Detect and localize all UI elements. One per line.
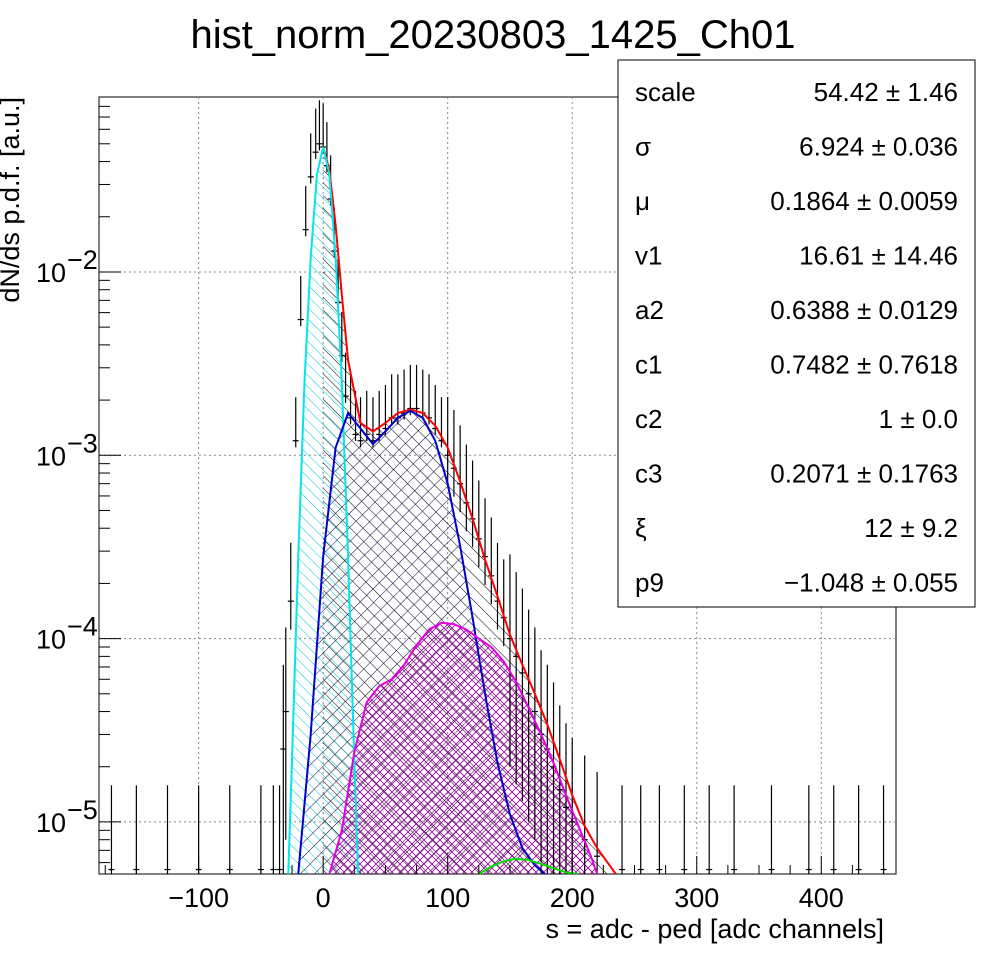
stats-row-value: −1.048 ± 0.055	[784, 568, 958, 598]
data-point	[637, 785, 644, 874]
data-point	[312, 108, 319, 159]
y-tick-label: 10	[36, 441, 66, 471]
x-tick-label: 400	[799, 883, 844, 913]
x-tick-label: 0	[316, 883, 331, 913]
data-point	[805, 785, 812, 874]
x-tick-labels: −100 0 100 200 300 400	[168, 883, 844, 913]
stats-row-name: c1	[635, 350, 662, 380]
data-point	[731, 785, 738, 874]
data-point	[768, 785, 775, 874]
data-point	[302, 186, 309, 237]
data-point	[855, 785, 862, 874]
y-tick-exponent: −3	[67, 428, 98, 458]
y-tick-label: 10	[36, 625, 66, 655]
data-point	[316, 100, 323, 151]
stats-row-value: 16.61 ± 14.46	[799, 241, 958, 271]
x-axis-label: s = adc - ped [adc channels]	[546, 914, 884, 944]
data-point	[525, 609, 532, 822]
data-point	[562, 723, 569, 874]
y-tick-exponent: −2	[67, 245, 98, 275]
stats-row-name: scale	[635, 77, 696, 107]
y-tick-exponent: −4	[67, 612, 98, 642]
fit-curves	[287, 146, 617, 874]
data-point	[619, 785, 626, 874]
double_pe-fill	[329, 622, 598, 874]
chart-title: hist_norm_20230803_1425_Ch01	[191, 13, 796, 57]
data-point	[342, 352, 349, 403]
stats-row-value: 0.6388 ± 0.0129	[770, 295, 958, 325]
stats-row-name: μ	[635, 186, 650, 216]
y-tick-label: 10	[36, 258, 66, 288]
stats-row-value: 1 ± 0.0	[879, 404, 958, 434]
stats-row-name: a2	[635, 295, 664, 325]
stats-row-value: 0.1864 ± 0.0059	[770, 186, 958, 216]
stats-box: scale 54.42 ± 1.46 σ 6.924 ± 0.036 μ 0.1864 ±…	[617, 59, 976, 608]
data-point	[276, 785, 283, 874]
data-points	[108, 100, 887, 874]
double_pe-curve	[328, 621, 599, 874]
total_fit-curve	[322, 146, 617, 874]
single_pe-curve	[297, 409, 546, 874]
x-tick-label: 200	[550, 883, 595, 913]
data-point	[594, 772, 601, 874]
stats-row-name: p9	[635, 568, 664, 598]
data-point	[569, 737, 576, 874]
stats-row-value: 0.2071 ± 0.1763	[770, 459, 958, 489]
pedestal-curve	[287, 146, 360, 874]
x-tick-label: −100	[168, 883, 229, 913]
y-tick-label: 10	[36, 808, 66, 838]
axes	[99, 96, 885, 874]
stats-row-value: 54.42 ± 1.46	[814, 77, 958, 107]
data-point	[307, 133, 314, 184]
data-point	[531, 627, 538, 840]
x-tick-label: 300	[674, 883, 719, 913]
data-point	[270, 785, 277, 874]
stats-row-name: v1	[635, 241, 662, 271]
stats-row-name: c3	[635, 459, 662, 489]
stats-row-name: c2	[635, 404, 662, 434]
stats-row-value: 0.7482 ± 0.7618	[770, 350, 958, 380]
data-point	[556, 705, 563, 874]
x-tick-label: 100	[425, 883, 470, 913]
stats-row-value: 6.924 ± 0.036	[799, 132, 958, 162]
triple_pe-curve	[478, 857, 579, 874]
stats-row-value: 12 ± 9.2	[864, 513, 958, 543]
data-point	[706, 785, 713, 874]
stats-row-name: σ	[635, 132, 651, 162]
data-point	[413, 364, 420, 416]
data-point	[656, 785, 663, 874]
stats-box-frame	[617, 59, 976, 608]
data-point	[297, 275, 304, 327]
y-axis-label: dN/ds p.d.f. [a.u.]	[0, 97, 25, 303]
stats-row-name: ξ	[635, 513, 647, 543]
data-point	[830, 785, 837, 874]
y-tick-exponent: −5	[67, 795, 98, 825]
data-point	[292, 397, 299, 448]
data-point	[108, 785, 115, 874]
data-point	[282, 627, 289, 840]
data-point	[681, 785, 688, 874]
y-tick-labels: 10−210−310−410−5	[36, 245, 98, 838]
data-point	[287, 542, 294, 630]
